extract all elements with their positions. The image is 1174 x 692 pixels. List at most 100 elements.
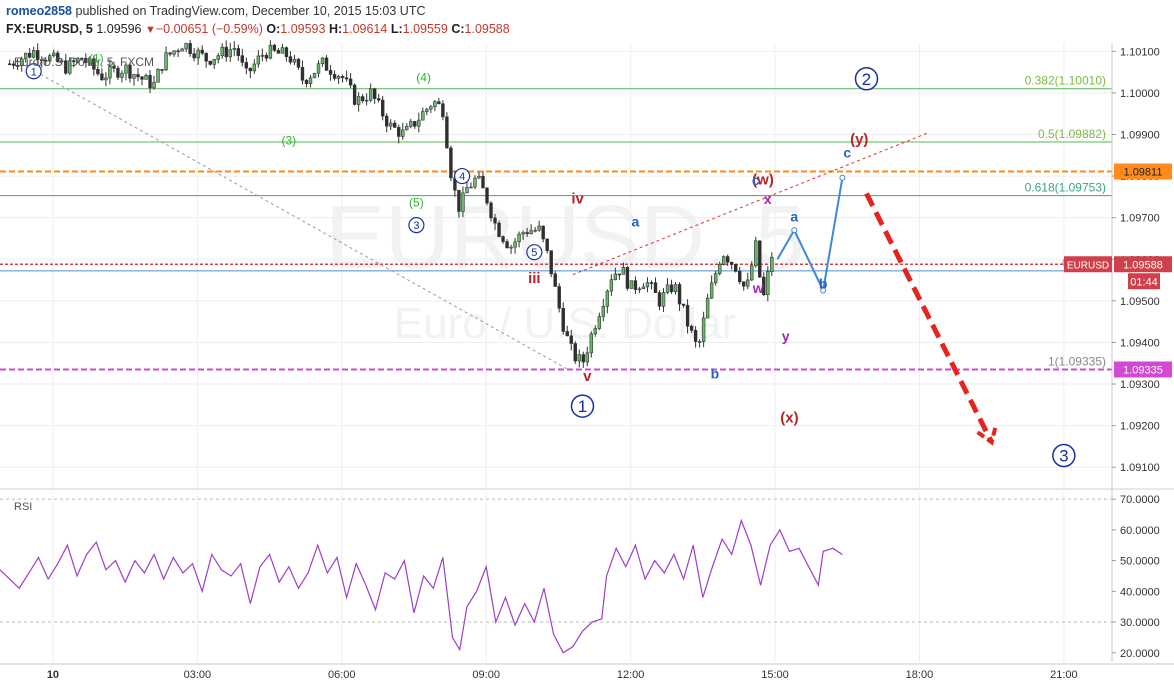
candle-body bbox=[332, 74, 337, 79]
rsi-pane bbox=[0, 488, 1174, 654]
candle-body bbox=[589, 333, 594, 354]
wxy-wave-label: y bbox=[782, 328, 790, 344]
candle-body bbox=[521, 232, 525, 235]
candle-body bbox=[569, 335, 573, 344]
candle-body bbox=[184, 43, 188, 50]
candle-body bbox=[705, 297, 710, 319]
candle-body bbox=[641, 286, 646, 290]
publish-line: romeo2858 published on TradingView.com, … bbox=[6, 4, 425, 18]
candle-body bbox=[393, 122, 397, 128]
wave-number-label: 1 bbox=[578, 397, 587, 416]
candle-body bbox=[80, 57, 84, 60]
candle-body bbox=[401, 129, 405, 137]
candle-body bbox=[445, 116, 449, 149]
publish-info: published on TradingView.com, December 1… bbox=[75, 4, 426, 18]
price-change: −0.00651 (−0.59%) bbox=[155, 22, 263, 36]
candle-body bbox=[533, 229, 537, 232]
abc-wave-label: b bbox=[819, 275, 828, 291]
candle-body bbox=[441, 103, 445, 118]
chart-header: romeo2858 published on TradingView.com, … bbox=[0, 0, 1174, 40]
candle-body bbox=[689, 325, 694, 331]
candlestick-series bbox=[7, 39, 774, 368]
subwave-label: v bbox=[583, 368, 592, 385]
minor-wave-label: (3) bbox=[281, 133, 296, 147]
candle-body bbox=[260, 54, 265, 57]
price-tick-label: 1.10000 bbox=[1120, 88, 1160, 100]
candle-body bbox=[730, 261, 734, 265]
candle-body bbox=[372, 88, 377, 99]
abc-wave-label: c bbox=[752, 172, 760, 188]
abc-wave-label: a bbox=[790, 208, 798, 224]
close-label: C: bbox=[451, 22, 465, 36]
candle-body bbox=[457, 189, 461, 212]
candle-body bbox=[738, 271, 742, 283]
candle-body bbox=[665, 284, 670, 293]
candle-body bbox=[633, 280, 638, 290]
symbol-label[interactable]: FX:EURUSD, 5 bbox=[6, 22, 93, 36]
candle-body bbox=[469, 186, 473, 189]
candle-body bbox=[461, 192, 465, 212]
candle-body bbox=[264, 54, 269, 59]
candle-body bbox=[717, 264, 722, 274]
candle-body bbox=[344, 77, 349, 80]
candle-body bbox=[148, 75, 152, 89]
candle-body bbox=[31, 50, 36, 58]
grid bbox=[0, 43, 1112, 662]
wave-number-label: 2 bbox=[862, 70, 871, 89]
candle-body bbox=[766, 271, 770, 295]
candle-body bbox=[649, 282, 654, 284]
low-label: L: bbox=[390, 22, 403, 36]
candle-body bbox=[320, 57, 325, 65]
forecast-arrow-shaft bbox=[864, 192, 994, 444]
wave-projection-point bbox=[839, 174, 846, 181]
candle-body bbox=[541, 225, 545, 240]
time-tick-label: 18:00 bbox=[906, 669, 934, 681]
candle-body bbox=[224, 46, 228, 58]
candle-body bbox=[212, 59, 216, 65]
subwave-label: iii bbox=[528, 270, 541, 287]
candle-body bbox=[44, 60, 48, 62]
candle-body bbox=[324, 57, 329, 71]
fib-level-label: 0.618(1.09753) bbox=[1025, 181, 1106, 195]
wave-projection-point bbox=[820, 287, 827, 294]
rsi-tick-label: 40.0000 bbox=[1120, 586, 1160, 598]
wxy-wave-label: w bbox=[752, 280, 764, 296]
candle-body bbox=[128, 64, 132, 79]
candle-body bbox=[360, 96, 365, 102]
candle-body bbox=[681, 303, 686, 306]
minor-wave-label: (5) bbox=[409, 195, 424, 209]
rsi-legend: RSI bbox=[14, 501, 32, 513]
candle-body bbox=[308, 77, 313, 84]
candle-body bbox=[545, 238, 549, 251]
candle-body bbox=[405, 126, 409, 131]
wave-projection-line bbox=[776, 177, 844, 294]
price-tick-label: 1.09100 bbox=[1120, 462, 1160, 474]
countdown-tag-box bbox=[1128, 273, 1160, 290]
watermark-symbol: EURUSD, 5 bbox=[325, 188, 805, 288]
candle-body bbox=[653, 282, 658, 293]
down-triangle-icon: ▼ bbox=[144, 24, 156, 36]
low-value: 1.09559 bbox=[402, 22, 448, 36]
candle-body bbox=[304, 79, 309, 84]
abc-wave-label: b bbox=[711, 366, 720, 382]
candle-body bbox=[176, 50, 180, 53]
subwave-label: iv bbox=[571, 191, 584, 208]
candle-body bbox=[593, 328, 598, 335]
high-label: H: bbox=[328, 22, 343, 36]
candle-body bbox=[380, 99, 385, 117]
candle-body bbox=[517, 233, 521, 243]
candle-body bbox=[437, 101, 441, 105]
candle-body bbox=[625, 267, 630, 289]
author-username[interactable]: romeo2858 bbox=[6, 4, 73, 18]
candle-body bbox=[68, 60, 72, 74]
candle-body bbox=[505, 241, 509, 249]
candle-body bbox=[529, 230, 533, 235]
candle-body bbox=[96, 69, 100, 75]
candle-body bbox=[168, 52, 172, 55]
price-tick-label: 1.09400 bbox=[1120, 337, 1160, 349]
price-tag-box bbox=[1114, 361, 1172, 378]
subwave-label: (y) bbox=[850, 131, 868, 148]
candle-body bbox=[272, 44, 277, 51]
candle-body bbox=[124, 64, 128, 74]
